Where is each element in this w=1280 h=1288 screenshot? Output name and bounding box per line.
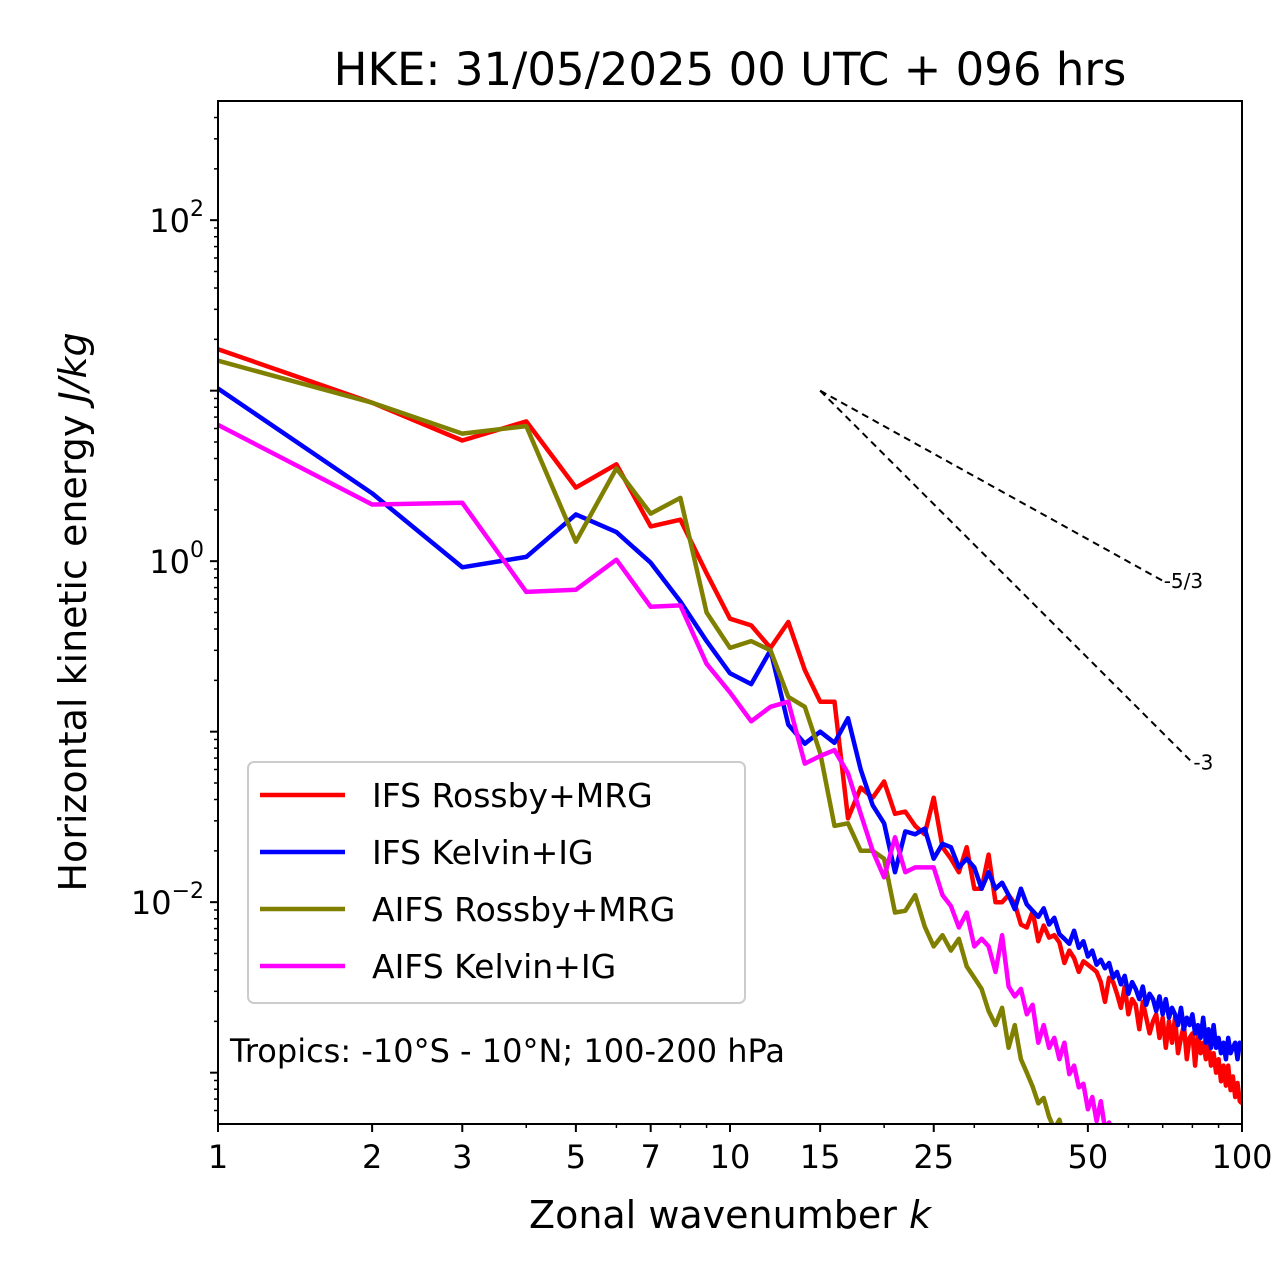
series-line-2 — [218, 386, 1242, 1062]
y-axis-label-text: Horizontal kinetic energy — [51, 415, 95, 892]
series-line-3 — [218, 358, 1063, 1124]
x-tick-label: 15 — [800, 1138, 841, 1176]
y-tick-exponent: −2 — [172, 879, 204, 904]
reference-slopes: -5/3 -3 — [819, 389, 1213, 775]
y-tick-base: 10 — [131, 884, 172, 922]
series-line-4 — [218, 422, 1112, 1124]
x-axis-ticks: 1 2 3 5 7 10 15 25 50 100 — [208, 1124, 1273, 1176]
legend-box — [247, 761, 746, 1004]
x-tick-label: 10 — [710, 1138, 751, 1176]
y-tick-base: 10 — [149, 202, 190, 240]
y-tick-exponent: 0 — [190, 538, 204, 563]
legend: IFS Rossby+MRG IFS Kelvin+IG AIFS Rossby+M… — [247, 761, 746, 1004]
y-tick-label: 102 — [149, 197, 204, 240]
x-tick-label: 3 — [452, 1138, 472, 1176]
chart-title: HKE: 31/05/2025 00 UTC + 096 hrs — [334, 43, 1127, 96]
x-tick-label: 1 — [208, 1138, 228, 1176]
y-tick-label: 10−2 — [131, 879, 204, 922]
y-axis-label: Horizontal kinetic energy J/kg — [51, 332, 95, 891]
x-axis-label-var: k — [909, 1193, 933, 1237]
legend-entries: IFS Rossby+MRG IFS Kelvin+IG AIFS Rossby+M… — [260, 776, 675, 986]
reference-slope-label-2: -3 — [1193, 751, 1213, 775]
x-axis-label-text: Zonal wavenumber — [529, 1193, 897, 1237]
legend-label-3: AIFS Rossby+MRG — [372, 890, 675, 929]
x-tick-label: 100 — [1211, 1138, 1272, 1176]
y-tick-exponent: 2 — [190, 197, 204, 222]
x-tick-label: 25 — [913, 1138, 954, 1176]
y-tick-base: 10 — [149, 543, 190, 581]
reference-slope-line-2 — [819, 389, 1194, 764]
reference-slope-line-1 — [819, 389, 1164, 582]
reference-slope-label-1: -5/3 — [1164, 569, 1203, 593]
series-line-1 — [218, 347, 1242, 1105]
x-tick-label: 7 — [641, 1138, 661, 1176]
x-tick-label: 5 — [566, 1138, 586, 1176]
region-label: Tropics: -10°S - 10°N; 100-200 hPa — [229, 1032, 785, 1070]
legend-label-1: IFS Rossby+MRG — [372, 776, 653, 815]
x-tick-label: 2 — [362, 1138, 382, 1176]
series-layer — [218, 347, 1242, 1124]
y-tick-label: 100 — [149, 538, 204, 581]
y-axis-label-unit: J/kg — [51, 332, 95, 409]
legend-label-4: AIFS Kelvin+IG — [372, 947, 616, 986]
x-tick-label: 50 — [1068, 1138, 1109, 1176]
x-axis-label: Zonal wavenumber k — [529, 1193, 933, 1237]
legend-label-2: IFS Kelvin+IG — [372, 833, 594, 872]
